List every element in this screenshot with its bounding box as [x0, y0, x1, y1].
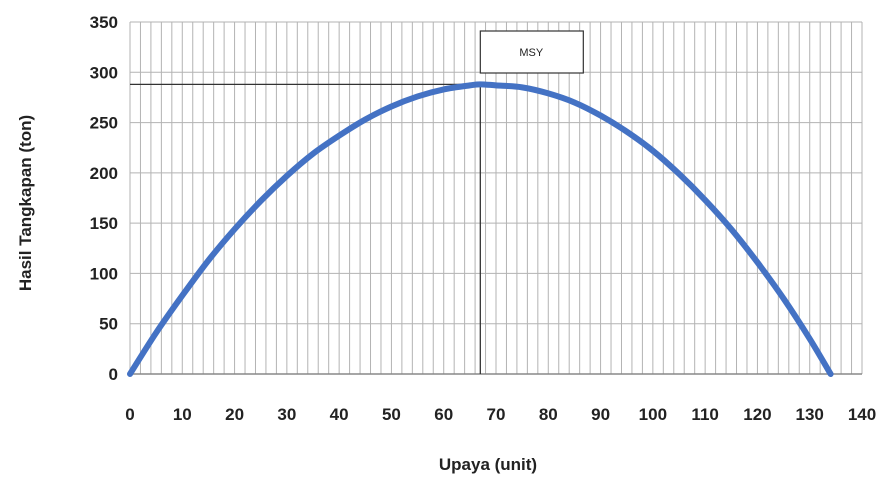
- x-tick-label: 80: [539, 405, 558, 424]
- y-tick-label: 300: [90, 63, 118, 82]
- x-tick-labels: 0 10 20 30 40 50 60 70 80 90 100 110 120 130 140: [125, 405, 876, 424]
- series-line: [127, 81, 834, 377]
- y-tick-label: 350: [90, 13, 118, 32]
- x-tick-label: 110: [691, 405, 718, 424]
- y-tick-label: 100: [90, 264, 118, 283]
- x-axis-title: Upaya (unit): [439, 455, 537, 474]
- x-tick-label: 20: [225, 405, 244, 424]
- msy-label-box: [479, 30, 584, 74]
- x-tick-label: 60: [434, 405, 453, 424]
- msy-annotation: MSY: [479, 30, 584, 74]
- x-tick-label: 30: [277, 405, 296, 424]
- msy-guide-lines: [130, 83, 481, 374]
- y-tick-label: 0: [109, 365, 118, 384]
- y-tick-labels: 0 50 100 150 200 250 300 350: [90, 13, 118, 384]
- y-axis-title: Hasil Tangkapan (ton): [16, 115, 35, 291]
- msy-label: MSY: [519, 47, 544, 59]
- x-tick-label: 130: [796, 405, 824, 424]
- series-layer: [127, 81, 834, 377]
- x-tick-label: 100: [639, 405, 667, 424]
- y-tick-label: 200: [90, 164, 118, 183]
- x-tick-label: 10: [173, 405, 192, 424]
- x-tick-label: 0: [125, 405, 134, 424]
- y-tick-label: 150: [90, 214, 118, 233]
- x-tick-label: 90: [591, 405, 610, 424]
- x-tick-label: 120: [743, 405, 771, 424]
- grid: [129, 21, 863, 375]
- y-tick-label: 50: [99, 315, 118, 334]
- x-tick-label: 50: [382, 405, 401, 424]
- y-tick-label: 250: [90, 114, 118, 133]
- x-tick-label: 40: [330, 405, 349, 424]
- x-tick-label: 140: [848, 405, 876, 424]
- x-tick-label: 70: [487, 405, 506, 424]
